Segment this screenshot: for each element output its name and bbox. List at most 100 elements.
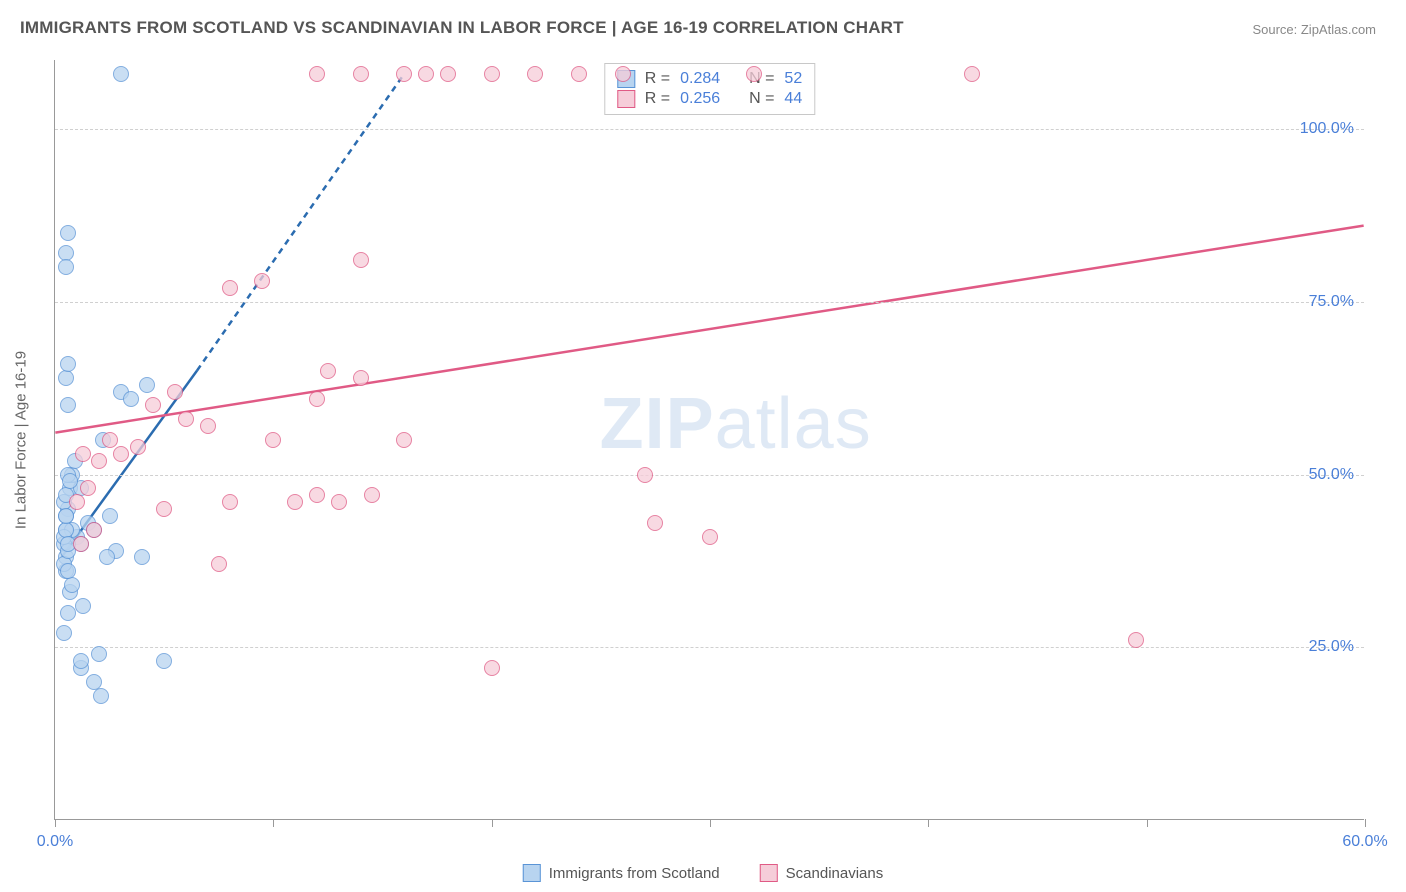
scatter-marker-scandinavians [364, 487, 380, 503]
scatter-marker-scandinavians [113, 446, 129, 462]
scatter-marker-scotland [139, 377, 155, 393]
scatter-marker-scotland [75, 598, 91, 614]
scatter-marker-scotland [91, 646, 107, 662]
y-axis-label: In Labor Force | Age 16-19 [13, 350, 30, 528]
r-value-scandinavians: 0.256 [680, 90, 720, 108]
n-value-scotland: 52 [784, 70, 802, 88]
legend-swatch-scotland [523, 864, 541, 882]
swatch-scandinavians [617, 90, 635, 108]
scatter-marker-scandinavians [130, 439, 146, 455]
scatter-marker-scandinavians [73, 536, 89, 552]
scatter-marker-scandinavians [309, 66, 325, 82]
n-label: N = [749, 90, 774, 108]
x-tick [492, 819, 493, 827]
scatter-marker-scandinavians [86, 522, 102, 538]
r-label: R = [645, 90, 670, 108]
scatter-marker-scotland [58, 508, 74, 524]
scatter-marker-scotland [134, 549, 150, 565]
scatter-marker-scandinavians [145, 397, 161, 413]
scatter-marker-scandinavians [353, 370, 369, 386]
legend-item-scandinavians: Scandinavians [760, 864, 884, 882]
scatter-marker-scandinavians [102, 432, 118, 448]
legend-item-scotland: Immigrants from Scotland [523, 864, 720, 882]
scatter-marker-scandinavians [637, 467, 653, 483]
scatter-marker-scotland [73, 653, 89, 669]
scatter-marker-scandinavians [222, 280, 238, 296]
scatter-marker-scotland [99, 549, 115, 565]
scatter-marker-scotland [64, 577, 80, 593]
y-tick-label: 75.0% [1309, 293, 1354, 311]
x-tick [1147, 819, 1148, 827]
scatter-marker-scotland [58, 259, 74, 275]
y-tick-label: 100.0% [1300, 120, 1354, 138]
scatter-marker-scandinavians [440, 66, 456, 82]
x-tick-label: 60.0% [1342, 833, 1387, 851]
scatter-marker-scandinavians [80, 480, 96, 496]
scatter-marker-scandinavians [265, 432, 281, 448]
scatter-marker-scotland [113, 66, 129, 82]
scatter-marker-scandinavians [156, 501, 172, 517]
scatter-marker-scotland [56, 625, 72, 641]
x-tick [1365, 819, 1366, 827]
scatter-marker-scandinavians [353, 66, 369, 82]
scatter-marker-scandinavians [527, 66, 543, 82]
scatter-marker-scandinavians [484, 660, 500, 676]
gridline-h [55, 302, 1364, 303]
x-tick [273, 819, 274, 827]
scatter-marker-scandinavians [353, 252, 369, 268]
scatter-marker-scotland [60, 225, 76, 241]
scatter-marker-scandinavians [1128, 632, 1144, 648]
stats-legend-box: R = 0.284 N = 52 R = 0.256 N = 44 [604, 63, 815, 115]
scatter-marker-scandinavians [615, 66, 631, 82]
scatter-marker-scandinavians [484, 66, 500, 82]
scatter-marker-scotland [58, 370, 74, 386]
source-attribution: Source: ZipAtlas.com [1252, 22, 1376, 37]
n-value-scandinavians: 44 [784, 90, 802, 108]
legend-label-scandinavians: Scandinavians [786, 865, 884, 882]
scatter-marker-scotland [60, 356, 76, 372]
scatter-marker-scandinavians [69, 494, 85, 510]
chart-title: IMMIGRANTS FROM SCOTLAND VS SCANDINAVIAN… [20, 18, 904, 38]
scatter-marker-scandinavians [222, 494, 238, 510]
stats-row-scandinavians: R = 0.256 N = 44 [617, 90, 802, 108]
x-tick [55, 819, 56, 827]
scatter-marker-scandinavians [320, 363, 336, 379]
scatter-marker-scandinavians [91, 453, 107, 469]
r-label: R = [645, 70, 670, 88]
bottom-legend: Immigrants from Scotland Scandinavians [523, 864, 883, 882]
gridline-h [55, 647, 1364, 648]
scatter-marker-scandinavians [746, 66, 762, 82]
scatter-marker-scandinavians [178, 411, 194, 427]
scatter-marker-scotland [60, 605, 76, 621]
scatter-marker-scandinavians [309, 487, 325, 503]
r-value-scotland: 0.284 [680, 70, 720, 88]
scatter-marker-scandinavians [331, 494, 347, 510]
plot-area: ZIPatlas In Labor Force | Age 16-19 R = … [54, 60, 1364, 820]
scatter-marker-scandinavians [167, 384, 183, 400]
y-tick-label: 50.0% [1309, 466, 1354, 484]
legend-label-scotland: Immigrants from Scotland [549, 865, 720, 882]
y-tick-label: 25.0% [1309, 638, 1354, 656]
scatter-marker-scandinavians [571, 66, 587, 82]
trend-line [197, 74, 404, 371]
scatter-marker-scandinavians [396, 66, 412, 82]
scatter-marker-scandinavians [702, 529, 718, 545]
scatter-marker-scandinavians [75, 446, 91, 462]
scatter-marker-scotland [102, 508, 118, 524]
scatter-marker-scandinavians [287, 494, 303, 510]
x-tick-label: 0.0% [37, 833, 73, 851]
legend-swatch-scandinavians [760, 864, 778, 882]
x-tick [928, 819, 929, 827]
scatter-marker-scandinavians [418, 66, 434, 82]
scatter-marker-scandinavians [254, 273, 270, 289]
gridline-h [55, 475, 1364, 476]
scatter-marker-scandinavians [200, 418, 216, 434]
trend-line [55, 226, 1363, 433]
scatter-marker-scotland [62, 473, 78, 489]
scatter-marker-scandinavians [211, 556, 227, 572]
scatter-marker-scotland [93, 688, 109, 704]
stats-row-scotland: R = 0.284 N = 52 [617, 70, 802, 88]
gridline-h [55, 129, 1364, 130]
scatter-marker-scandinavians [647, 515, 663, 531]
scatter-marker-scotland [60, 563, 76, 579]
